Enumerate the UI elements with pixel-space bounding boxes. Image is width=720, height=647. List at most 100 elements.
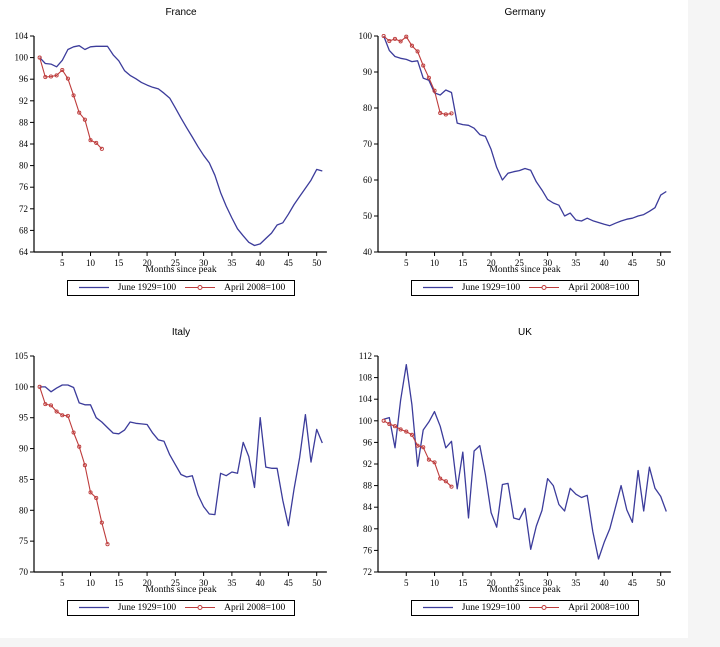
legend-wrap: June 1929=100 April 2008=100 [0,595,344,617]
chart-title-france: France [165,7,197,18]
chart-panel-germany: Germany 40 50 60 70 80 90 100 5 10 15 20 25 30 35 40 45… [344,0,688,318]
legend-label-1929: June 1929=100 [117,602,177,613]
y-tick-label: 76 [363,545,373,555]
series-marker [82,117,87,122]
x-tick-label: 5 [60,578,65,588]
series-marker [60,413,65,418]
figure-image: France 64 68 72 76 80 84 88 92 96 100 104 5 10 15 20 25… [0,0,688,638]
france-plot: 64 68 72 76 80 84 88 92 96 100 104 5 10 15 20 25 30 35 40 4… [15,31,327,268]
series-marker [381,418,386,423]
legend-label-1929: June 1929=100 [461,602,521,613]
series-marker [88,490,93,495]
chart-title-uk: UK [518,327,532,338]
y-tick-label: 88 [19,117,29,127]
x-tick-label: 20 [143,258,153,268]
chart-title-italy: Italy [171,327,191,338]
red-line-marker-sample [527,603,561,612]
legend-box: June 1929=100 April 2008=100 [66,279,296,296]
x-tick-label: 25 [515,258,525,268]
series-marker [438,110,443,116]
legend-wrap: June 1929=100 April 2008=100 [344,595,688,617]
series-marker [392,36,398,41]
series-marker [398,39,403,44]
series-marker [443,479,448,484]
y-tick-label: 70 [363,139,373,149]
series-marker [409,432,414,437]
chart-title-germany: Germany [504,7,546,18]
series-marker [421,63,426,68]
legend-box: June 1929=100 April 2008=100 [410,599,640,616]
legend-label-2008: April 2008=100 [568,282,630,293]
series-marker [426,457,431,462]
series-marker [432,460,437,465]
x-tick-label: 15 [114,578,124,588]
x-tick-label: 50 [312,578,322,588]
x-tick-label: 15 [458,258,468,268]
series-marker [77,110,82,115]
x-tick-label: 50 [312,258,322,268]
y-tick-label: 40 [363,247,373,257]
x-tick-label: 35 [571,578,581,588]
y-tick-label: 72 [363,567,372,577]
series-marker [71,430,76,435]
series-line-2008 [39,57,103,150]
legend-box: June 1929=100 April 2008=100 [66,599,296,616]
y-tick-label: 75 [19,536,29,546]
series-marker [432,88,437,93]
legend-box: June 1929=100 April 2008=100 [410,279,640,296]
x-tick-label: 25 [171,258,181,268]
series-marker [82,463,87,468]
series-line-1929 [39,384,323,527]
series-marker [415,443,420,448]
x-tick-label: 10 [430,578,440,588]
series-line-2008 [383,35,452,116]
series-marker [426,75,431,80]
legend-wrap: June 1929=100 April 2008=100 [0,275,344,297]
legend-label-2008: April 2008=100 [568,602,630,613]
y-tick-label: 96 [363,437,373,447]
series-marker [105,542,110,547]
series-marker [88,138,93,143]
series-marker [99,520,104,525]
series-marker [65,76,70,81]
series-marker [404,34,409,39]
series-marker [94,495,99,500]
y-tick-label: 112 [359,351,372,361]
x-tick-label: 40 [256,258,266,268]
series-line-1929 [39,45,323,247]
x-tick-label: 25 [171,578,181,588]
y-tick-label: 85 [19,474,29,484]
x-tick-label: 5 [60,258,65,268]
series-marker [65,413,70,418]
legend-wrap: June 1929=100 April 2008=100 [344,275,688,297]
red-line-marker-sample [183,283,217,292]
series-marker [48,403,54,408]
chart-panel-france: France 64 68 72 76 80 84 88 92 96 100 104 5 10 15 20 25… [0,0,344,318]
series-line-2008 [383,420,452,488]
blue-line-sample [421,283,455,292]
x-axis-label: Months since peak [489,265,561,275]
italy-plot: 70 75 80 85 90 95 100 105 5 10 15 20 25 30 35 40 45 50 [15,351,327,588]
y-tick-label: 68 [19,225,29,235]
x-tick-label: 5 [404,258,409,268]
series-marker [449,484,454,489]
y-tick-label: 92 [363,459,372,469]
series-marker [37,384,42,389]
y-tick-label: 70 [19,567,29,577]
x-tick-label: 40 [600,258,610,268]
x-tick-label: 50 [656,258,666,268]
x-tick-label: 30 [199,578,209,588]
series-marker [54,73,59,78]
x-tick-label: 35 [227,578,237,588]
series-marker [409,43,414,48]
x-tick-label: 45 [628,258,638,268]
x-tick-label: 5 [404,578,409,588]
y-tick-label: 72 [19,204,28,214]
chart-panel-uk: UK 72 76 80 84 88 92 96 100 104 108 112 5 10 15 20 25 30… [344,320,688,638]
x-tick-label: 20 [487,258,497,268]
y-tick-label: 76 [19,182,29,192]
x-tick-label: 35 [571,258,581,268]
x-tick-label: 25 [515,578,525,588]
series-line-1929 [383,35,667,227]
